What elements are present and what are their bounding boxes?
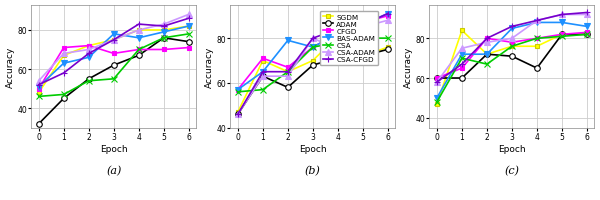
Text: (a): (a) (106, 165, 121, 175)
Text: (b): (b) (305, 165, 321, 175)
Text: (c): (c) (505, 165, 520, 175)
Y-axis label: Accuracy: Accuracy (404, 46, 413, 87)
X-axis label: Epoch: Epoch (100, 144, 128, 153)
Legend: SGDM, ADAM, CFGD, BAS-ADAM, CSA, CSA-ADAM, CSA-CFGD: SGDM, ADAM, CFGD, BAS-ADAM, CSA, CSA-ADA… (320, 12, 378, 66)
Y-axis label: Accuracy: Accuracy (5, 46, 14, 87)
X-axis label: Epoch: Epoch (299, 144, 326, 153)
X-axis label: Epoch: Epoch (498, 144, 526, 153)
Y-axis label: Accuracy: Accuracy (205, 46, 214, 87)
